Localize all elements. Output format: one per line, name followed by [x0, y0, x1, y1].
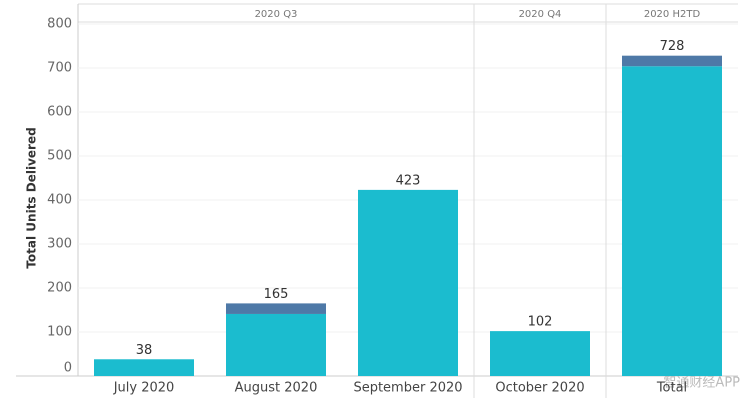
x-tick-label: July 2020: [113, 381, 175, 396]
total-label: 728: [660, 39, 685, 54]
bar-segment: [622, 55, 722, 67]
group-label: 2020 H2TD: [644, 9, 701, 20]
x-tick-label: Total: [656, 381, 687, 396]
total-label: 165: [264, 287, 289, 302]
x-tick-label: August 2020: [235, 381, 318, 396]
total-label: 38: [136, 343, 153, 358]
x-tick-label: September 2020: [353, 381, 462, 396]
y-tick-label: 400: [47, 193, 72, 208]
x-tick-label: October 2020: [495, 381, 584, 396]
bar-segment: [226, 303, 326, 314]
watermark: 智通财经APP: [663, 376, 740, 391]
bar-segment: [622, 66, 722, 377]
y-tick-label: 600: [47, 105, 72, 120]
total-label: 423: [396, 173, 421, 188]
y-tick-label: 500: [47, 149, 72, 164]
y-tick-label: 200: [47, 281, 72, 296]
y-axis-label: Total Units Delivered: [25, 127, 39, 268]
group-label: 2020 Q4: [519, 9, 562, 20]
y-tick-label: 100: [47, 325, 72, 340]
total-label: 102: [528, 315, 553, 330]
y-tick-label: 300: [47, 237, 72, 252]
y-tick-label: 700: [47, 61, 72, 76]
y-tick-label: 800: [47, 17, 72, 32]
bar-segment: [490, 331, 590, 376]
bar-segment: [358, 189, 458, 376]
bar-segment: [94, 359, 194, 376]
group-label: 2020 Q3: [255, 9, 298, 20]
y-tick-label: 0: [64, 361, 72, 376]
bar-segment: [226, 313, 326, 376]
